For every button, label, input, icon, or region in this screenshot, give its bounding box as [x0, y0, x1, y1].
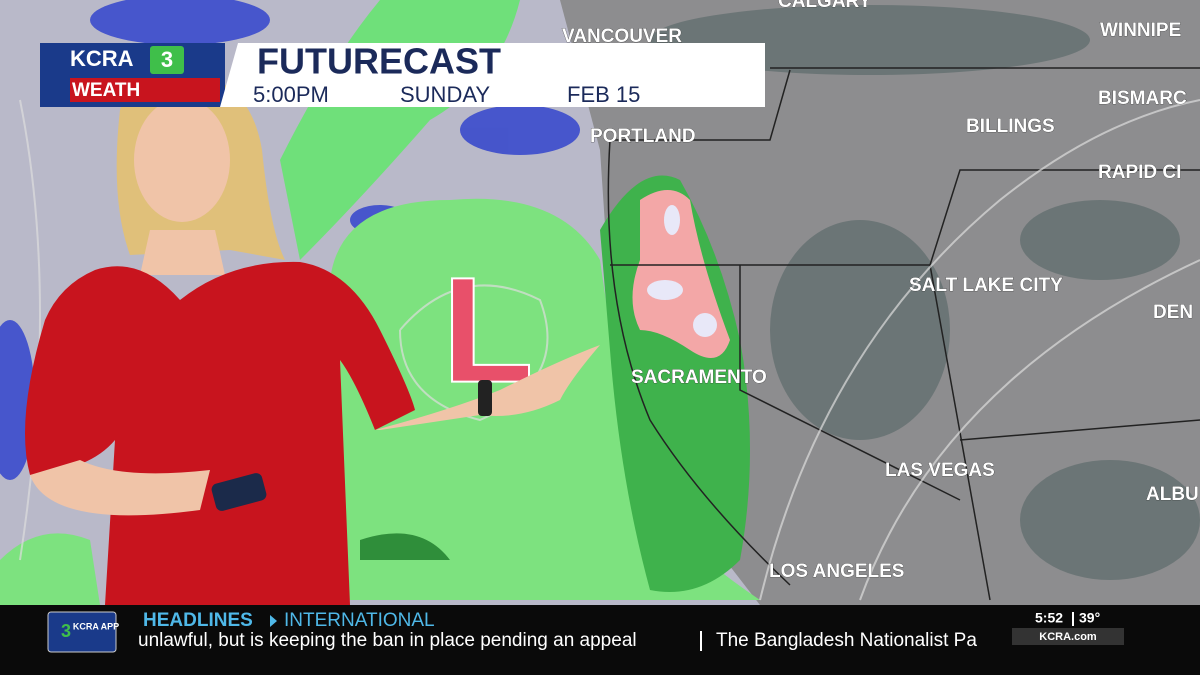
city-label: ALBU [1146, 484, 1199, 505]
city-label: SACRAMENTO [631, 367, 767, 388]
time: 5:00PM [253, 82, 329, 107]
station: KCRA [70, 46, 134, 71]
app-box [47, 611, 117, 653]
separator-arrow [270, 615, 277, 627]
city-labels: CALGARY VANCOUVER WINNIPE PORTLAND BILLI… [562, 0, 1199, 582]
isobars [19, 99, 1200, 601]
title-box [220, 43, 765, 107]
topic: INTERNATIONAL [284, 610, 435, 631]
ticker-bar [0, 605, 1200, 675]
cloud-cover [650, 5, 1200, 580]
city-label: DEN [1153, 302, 1193, 323]
city-label: VANCOUVER [562, 26, 682, 47]
city-label: CALGARY [778, 0, 872, 12]
city-label: SALT LAKE CITY [909, 275, 1063, 296]
city-label: BISMARC [1098, 88, 1187, 109]
title: FUTURECAST [257, 41, 501, 82]
channel-badge [150, 46, 184, 74]
brand: WEATH [72, 80, 140, 101]
channel: 3 [161, 47, 173, 72]
city-label: BILLINGS [966, 116, 1055, 137]
city-label: LAS VEGAS [885, 460, 995, 481]
website-box [1012, 628, 1124, 645]
city-label: WINNIPE [1100, 20, 1181, 41]
temperature: 39° [1079, 610, 1100, 626]
clock-divider [1072, 612, 1074, 626]
headline: The Bangladesh Nationalist Pa [716, 630, 977, 651]
app-logo: 3 [61, 621, 71, 641]
ticker: 3 KCRA APP HEADLINES INTERNATIONAL unlaw… [0, 605, 1200, 675]
website: KCRA.com [1039, 631, 1097, 643]
date: FEB 15 [567, 82, 640, 107]
headline: unlawful, but is keeping the ban in plac… [138, 630, 637, 651]
section: HEADLINES [143, 610, 253, 631]
headline-divider [700, 631, 702, 651]
city-label: RAPID CI [1098, 162, 1181, 183]
brand-strip [70, 78, 220, 102]
presenter [25, 71, 600, 605]
city-label: PORTLAND [590, 126, 696, 147]
header-banner: KCRA 3 WEATH FUTURECAST 5:00PM SUNDAY FE… [40, 41, 765, 107]
clock: 5:52 [1035, 610, 1063, 626]
city-label: LOS ANGELES [769, 561, 904, 582]
day: SUNDAY [400, 82, 490, 107]
app-label: KCRA APP [73, 621, 119, 631]
